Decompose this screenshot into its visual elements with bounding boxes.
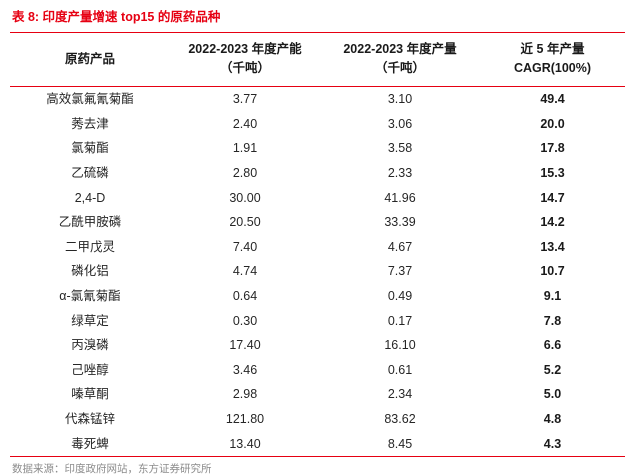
cagr-value: 7.8 [543,313,562,328]
product-name: 己唑醇 [71,362,109,377]
cagr-value: 5.2 [543,362,562,377]
header-product: 原药产品 [10,33,170,87]
cagr-value: 10.7 [540,264,565,279]
table-row: 毒死蜱 13.40 8.45 4.3 [10,431,625,456]
cagr-value: 4.8 [543,412,562,427]
header-output-line1: 2022-2023 年度产量 [343,42,457,56]
cagr-value: 17.8 [540,141,565,156]
capacity-value: 1.91 [232,141,258,156]
table-row: 莠去津 2.40 3.06 20.0 [10,112,625,137]
output-value: 0.49 [387,289,413,304]
table-title: 表 8: 印度产量增速 top15 的原药品种 [12,10,221,24]
capacity-value: 3.77 [232,92,258,107]
product-name: 高效氯氟氰菊酯 [46,92,134,107]
table-body: 高效氯氟氰菊酯 3.77 3.10 49.4 莠去津 2.40 3.06 20.0 氯菊酯 1.9… [10,87,625,457]
header-capacity: 2022-2023 年度产能 （千吨） [170,33,320,87]
header-output-line2: （千吨） [374,61,425,75]
table-row: 绿草定 0.30 0.17 7.8 [10,308,625,333]
header-output: 2022-2023 年度产量 （千吨） [320,33,480,87]
output-value: 3.06 [387,116,413,131]
capacity-value: 3.46 [232,362,258,377]
output-value: 16.10 [384,338,416,353]
cagr-value: 15.3 [540,166,565,181]
data-table: 原药产品 2022-2023 年度产能 （千吨） 2022-2023 年度产量 … [10,33,625,457]
output-value: 2.33 [387,166,413,181]
product-name: 乙酰甲胺磷 [58,215,122,230]
capacity-value: 121.80 [225,412,265,427]
table-row: 丙溴磷 17.40 16.10 6.6 [10,333,625,358]
table-row: 乙硫磷 2.80 2.33 15.3 [10,161,625,186]
header-capacity-line1: 2022-2023 年度产能 [188,42,302,56]
title-divider [10,32,625,33]
header-cagr: 近 5 年产量 CAGR(100%) [480,33,625,87]
capacity-value: 2.40 [232,116,258,131]
product-name: 磷化铝 [71,264,109,279]
capacity-value: 30.00 [229,190,261,205]
capacity-value: 17.40 [229,338,261,353]
table-row: 乙酰甲胺磷 20.50 33.39 14.2 [10,210,625,235]
cagr-value: 49.4 [540,92,565,107]
cagr-value: 6.6 [543,338,562,353]
product-name: 毒死蜱 [71,436,109,451]
cagr-value: 13.4 [540,239,565,254]
output-value: 3.58 [387,141,413,156]
output-value: 0.17 [387,313,413,328]
output-value: 8.45 [387,436,413,451]
table-header: 原药产品 2022-2023 年度产能 （千吨） 2022-2023 年度产量 … [10,33,625,87]
product-name: 绿草定 [71,313,109,328]
output-value: 3.10 [387,92,413,107]
output-value: 83.62 [384,412,416,427]
header-capacity-line2: （千吨） [219,61,270,75]
table-row: α-氯氰菊酯 0.64 0.49 9.1 [10,284,625,309]
table-row: 嗪草酮 2.98 2.34 5.0 [10,382,625,407]
product-name: 2,4-D [74,190,106,205]
cagr-value: 4.3 [543,436,562,451]
header-row: 原药产品 2022-2023 年度产能 （千吨） 2022-2023 年度产量 … [10,33,625,87]
capacity-value: 13.40 [229,436,261,451]
table-row: 氯菊酯 1.91 3.58 17.8 [10,136,625,161]
output-value: 41.96 [384,190,416,205]
capacity-value: 7.40 [232,239,258,254]
cagr-value: 9.1 [543,289,562,304]
header-product-label: 原药产品 [64,51,115,66]
cagr-value: 5.0 [543,387,562,402]
data-source: 数据来源：印度政府网站，东方证券研究所 [12,462,212,475]
cagr-value: 20.0 [540,116,565,131]
product-name: 丙溴磷 [71,338,109,353]
table-row: 二甲戊灵 7.40 4.67 13.4 [10,235,625,260]
capacity-value: 20.50 [229,215,261,230]
capacity-value: 0.30 [232,313,258,328]
output-value: 0.61 [387,362,413,377]
table-row: 高效氯氟氰菊酯 3.77 3.10 49.4 [10,87,625,112]
header-cagr-line1: 近 5 年产量 [520,42,585,56]
cagr-value: 14.7 [540,190,565,205]
product-name: 乙硫磷 [71,166,109,181]
output-value: 33.39 [384,215,416,230]
capacity-value: 4.74 [232,264,258,279]
table-row: 磷化铝 4.74 7.37 10.7 [10,259,625,284]
capacity-value: 0.64 [232,289,258,304]
product-name: 二甲戊灵 [64,239,115,254]
product-name: 代森锰锌 [64,412,115,427]
product-name: 莠去津 [71,116,109,131]
cagr-value: 14.2 [540,215,565,230]
header-cagr-line2: CAGR(100%) [513,61,592,75]
capacity-value: 2.98 [232,387,258,402]
table-row: 代森锰锌 121.80 83.62 4.8 [10,407,625,432]
capacity-value: 2.80 [232,166,258,181]
table-row: 2,4-D 30.00 41.96 14.7 [10,185,625,210]
table-row: 己唑醇 3.46 0.61 5.2 [10,358,625,383]
output-value: 7.37 [387,264,413,279]
product-name: α-氯氰菊酯 [59,289,121,304]
output-value: 4.67 [387,239,413,254]
output-value: 2.34 [387,387,413,402]
product-name: 嗪草酮 [71,387,109,402]
product-name: 氯菊酯 [71,141,109,156]
